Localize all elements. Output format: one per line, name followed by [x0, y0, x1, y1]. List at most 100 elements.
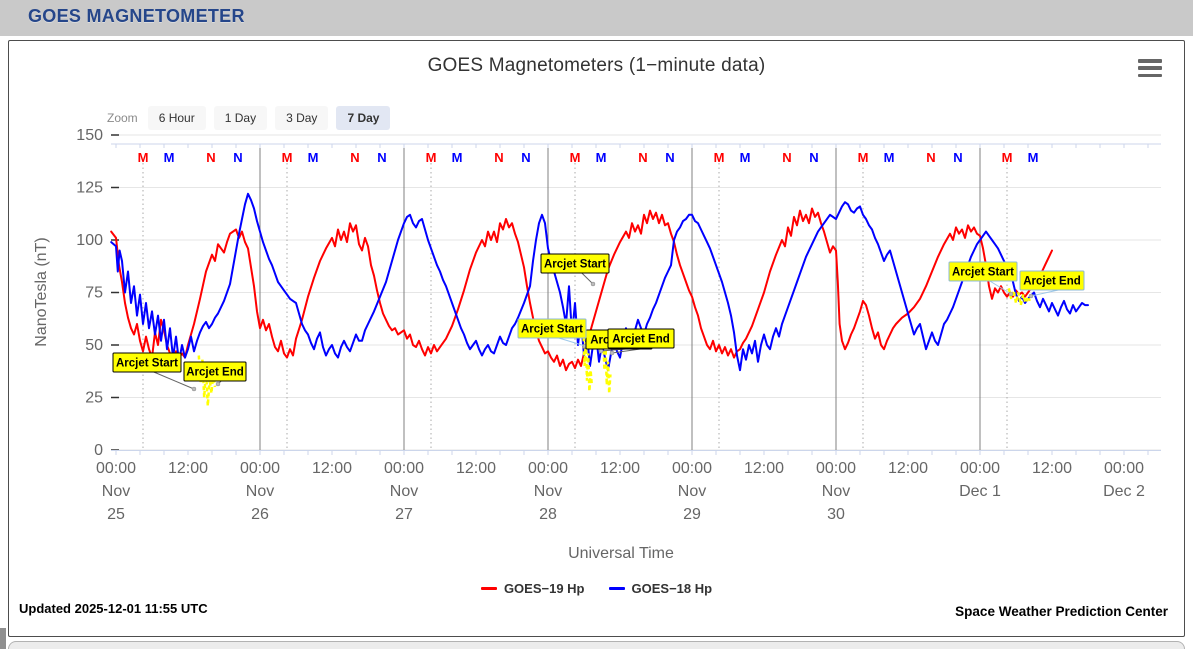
zoom-button-1-day[interactable]: 1 Day: [213, 106, 268, 130]
x-tick-label: Dec 1: [959, 483, 1001, 500]
credit-text: Space Weather Prediction Center: [955, 604, 1168, 619]
y-tick-label: 0: [94, 442, 103, 459]
arcjet-label-text: Arcjet Start: [116, 358, 178, 370]
arcjet-label-text: Arcjet Start: [521, 324, 583, 336]
x-tick-label: 26: [251, 506, 269, 523]
chart-panel: GOES Magnetometers (1−minute data) Zoom …: [8, 40, 1185, 637]
satellite-noon-marker: N: [206, 150, 215, 165]
zoom-toolbar: Zoom 6 Hour 1 Day 3 Day 7 Day: [107, 105, 398, 131]
zoom-button-3-day[interactable]: 3 Day: [275, 106, 329, 130]
satellite-midnight-marker: M: [1002, 150, 1013, 165]
arcjet-label-text: Arcjet End: [1023, 276, 1081, 288]
satellite-noon-marker: N: [926, 150, 935, 165]
satellite-noon-marker: N: [782, 150, 791, 165]
satellite-noon-marker: N: [350, 150, 359, 165]
zoom-buttons: 6 Hour 1 Day 3 Day 7 Day: [147, 106, 399, 130]
series-goes-19-hp: [110, 207, 1053, 372]
chart-title: GOES Magnetometers (1−minute data): [427, 55, 766, 76]
arcjet-target-dot: [215, 381, 221, 387]
arcjet-label-text: Arcjet Start: [544, 259, 606, 271]
x-tick-label: 27: [395, 506, 413, 523]
x-tick-label: 00:00: [528, 460, 568, 477]
x-tick-label: 00:00: [240, 460, 280, 477]
x-tick-label: Nov: [102, 483, 130, 500]
legend-dash-icon: [608, 586, 625, 590]
next-section-panel: [8, 641, 1185, 649]
arcjet-label-box: [1019, 270, 1085, 291]
x-tick-label: 12:00: [888, 460, 928, 477]
x-tick-label: 00:00: [816, 460, 856, 477]
satellite-noon-marker: N: [494, 150, 503, 165]
x-tick-label: 12:00: [456, 460, 496, 477]
x-tick-label: 00:00: [672, 460, 712, 477]
satellite-midnight-marker: M: [596, 150, 607, 165]
x-tick-label: Dec 2: [1103, 483, 1145, 500]
arcjet-label-box: [112, 352, 182, 373]
arcjet-label-text: Arcjet End: [186, 367, 244, 379]
satellite-midnight-marker: M: [714, 150, 725, 165]
arcjet-connector-line: [989, 280, 1012, 295]
x-tick-label: Nov: [534, 483, 562, 500]
satellite-midnight-marker: M: [138, 150, 149, 165]
arcjet-label-box: [607, 328, 675, 349]
satellite-midnight-marker: M: [452, 150, 463, 165]
y-tick-label: 75: [85, 285, 103, 302]
x-tick-label: Nov: [678, 483, 706, 500]
y-tick-label: 100: [76, 232, 103, 249]
x-tick-label: Nov: [390, 483, 418, 500]
arcjet-label-box: [948, 261, 1018, 282]
arcjet-connector-line: [558, 337, 586, 347]
x-tick-label: 12:00: [312, 460, 352, 477]
y-tick-label: 25: [85, 390, 103, 407]
x-tick-label: 12:00: [600, 460, 640, 477]
satellite-midnight-marker: M: [740, 150, 751, 165]
x-tick-label: 29: [683, 506, 701, 523]
arcjet-data-segment: [582, 330, 594, 392]
x-tick-label: 12:00: [168, 460, 208, 477]
satellite-midnight-marker: M: [1028, 150, 1039, 165]
satellite-noon-marker: N: [809, 150, 818, 165]
arcjet-data-segment: [197, 355, 217, 406]
x-tick-label: 25: [107, 506, 125, 523]
y-axis-title: NanoTesla (nT): [33, 237, 50, 346]
legend-item-1[interactable]: GOES−18 Hp: [608, 581, 712, 596]
x-tick-label: 30: [827, 506, 845, 523]
x-tick-label: 00:00: [960, 460, 1000, 477]
series-goes-18-hp: [110, 192, 1089, 372]
satellite-noon-marker: N: [233, 150, 242, 165]
page-header: GOES MAGNETOMETER: [0, 0, 1193, 36]
legend-item-0[interactable]: GOES−19 Hp: [480, 580, 585, 596]
y-tick-label: 125: [76, 180, 103, 197]
arcjet-target-dot: [191, 386, 197, 392]
arcjet-target-dot: [1028, 293, 1034, 299]
y-tick-label: 50: [85, 337, 103, 354]
arcjet-connector-line: [581, 272, 594, 285]
x-tick-label: 00:00: [1104, 460, 1144, 477]
satellite-noon-marker: N: [377, 150, 386, 165]
x-tick-label: 12:00: [744, 460, 784, 477]
zoom-label: Zoom: [107, 111, 138, 125]
arcjet-target-dot: [590, 281, 596, 287]
zoom-button-7-day[interactable]: 7 Day: [336, 106, 391, 130]
x-tick-label: Nov: [246, 483, 274, 500]
arcjet-label-text: Arcjet Start: [952, 267, 1014, 279]
updated-timestamp: Updated 2025-12-01 11:55 UTC: [19, 601, 208, 616]
arcjet-label-box: [540, 253, 610, 274]
legend-label: GOES−19 Hp: [503, 580, 585, 596]
window-edge: [0, 628, 6, 649]
x-tick-label: Nov: [822, 483, 850, 500]
satellite-noon-marker: N: [665, 150, 674, 165]
satellite-noon-marker: N: [953, 150, 962, 165]
arcjet-connector-line: [153, 371, 195, 390]
legend-dash-icon: [480, 586, 497, 590]
x-tick-label: 28: [539, 506, 557, 523]
zoom-button-6-hour[interactable]: 6 Hour: [147, 106, 206, 130]
satellite-noon-marker: N: [638, 150, 647, 165]
arcjet-data-segment: [1007, 288, 1031, 307]
chart-legend: GOES−19 Hp GOES−18 Hp: [9, 578, 1184, 598]
hamburger-menu-icon[interactable]: [1138, 59, 1162, 77]
page-title: GOES MAGNETOMETER: [28, 6, 245, 26]
satellite-midnight-marker: M: [858, 150, 869, 165]
arcjet-data-segment: [601, 336, 612, 394]
x-tick-label: 00:00: [384, 460, 424, 477]
